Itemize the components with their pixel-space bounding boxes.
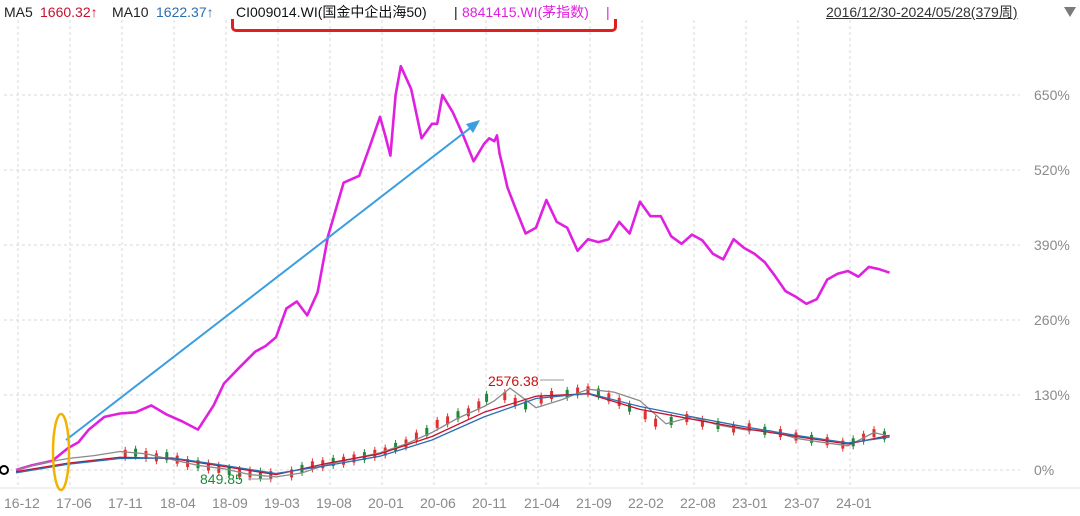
chart-header: MA5 1660.32↑ MA10 1622.37↑ CI009014.WI(国… xyxy=(0,0,1080,26)
y-tick-label: 130% xyxy=(1034,387,1070,403)
x-tick-label: 24-01 xyxy=(836,495,872,511)
candle-body xyxy=(310,461,314,470)
x-tick-label: 17-06 xyxy=(56,495,92,511)
series-line-ci009014-wi-50- xyxy=(15,387,890,478)
x-tick-label: 18-09 xyxy=(212,495,248,511)
legend-highlight-box xyxy=(231,19,617,32)
candle-body xyxy=(154,453,158,462)
candle-body xyxy=(700,418,704,427)
x-tick-label: 18-04 xyxy=(160,495,196,511)
candle-body xyxy=(196,460,200,469)
origin-marker xyxy=(0,465,9,475)
series-line-8841415-wi- xyxy=(15,64,891,472)
candle-body xyxy=(435,419,439,428)
candle-body xyxy=(227,467,231,476)
y-tick-label: 390% xyxy=(1034,237,1070,253)
candle-body xyxy=(425,427,429,436)
ma5-value: 1660.32↑ xyxy=(40,4,98,20)
y-tick-label: 0% xyxy=(1034,462,1054,478)
candle-body xyxy=(290,469,294,478)
y-tick-label: 260% xyxy=(1034,312,1070,328)
x-tick-label: 20-01 xyxy=(368,495,404,511)
candle-body xyxy=(628,403,632,412)
legend-separator: | xyxy=(454,4,458,20)
candle-body xyxy=(485,393,489,402)
candle-body xyxy=(503,392,507,401)
candle-body xyxy=(617,397,621,406)
candle-body xyxy=(456,411,460,420)
candle-body xyxy=(414,432,418,441)
candle-body xyxy=(466,408,470,417)
ma10-label: MA10 xyxy=(112,4,149,20)
x-tick-label: 20-11 xyxy=(472,495,507,511)
x-tick-label: 21-09 xyxy=(576,495,612,511)
candle-body xyxy=(248,469,252,478)
legend-separator: | xyxy=(606,4,610,20)
max-value-label: 2576.38 xyxy=(488,373,539,389)
candle-body xyxy=(513,397,517,406)
candle-body xyxy=(669,416,673,425)
x-tick-label: 20-06 xyxy=(420,495,456,511)
ma5-label: MA5 xyxy=(4,4,33,20)
x-tick-label: 22-02 xyxy=(628,495,664,511)
trend-arrow-head xyxy=(466,120,480,133)
candle-body xyxy=(643,411,647,420)
candle-body xyxy=(524,401,528,410)
series-line-ma10 xyxy=(15,392,890,475)
x-tick-label: 19-08 xyxy=(316,495,352,511)
x-tick-label: 19-03 xyxy=(264,495,300,511)
candle-body xyxy=(217,464,221,473)
candle-body xyxy=(123,449,127,458)
y-tick-label: 650% xyxy=(1034,87,1070,103)
x-tick-label: 23-01 xyxy=(732,495,768,511)
highlight-ellipse xyxy=(51,412,71,492)
candle-body xyxy=(732,424,736,433)
trend-arrow xyxy=(65,121,479,441)
candle-body xyxy=(144,451,148,459)
candle-body xyxy=(586,386,590,395)
candle-body xyxy=(269,471,273,480)
candle-body xyxy=(565,389,569,398)
min-value-label: 849.85 xyxy=(200,471,243,487)
candle-body xyxy=(165,452,169,461)
date-range[interactable]: 2016/12/30-2024/05/28(379周) xyxy=(826,4,1018,20)
candle-body xyxy=(576,387,580,396)
candle-body xyxy=(258,470,262,479)
series1-legend[interactable]: CI009014.WI(国金中企出海50) xyxy=(236,4,427,20)
candle-body xyxy=(596,388,600,397)
candle-body xyxy=(446,416,450,425)
x-tick-label: 21-04 xyxy=(524,495,560,511)
x-tick-label: 23-07 xyxy=(784,495,820,511)
candle-body xyxy=(539,395,543,404)
candle-body xyxy=(654,418,658,427)
x-tick-label: 16-12 xyxy=(4,495,40,511)
series2-legend[interactable]: 8841415.WI(茅指数) xyxy=(462,4,589,20)
x-tick-label: 17-11 xyxy=(108,495,143,511)
ma10-value: 1622.37↑ xyxy=(156,4,214,20)
candle-body xyxy=(607,393,611,402)
x-tick-label: 22-08 xyxy=(680,495,716,511)
dropdown-arrow-icon[interactable] xyxy=(1064,7,1076,17)
candle-body xyxy=(477,401,481,410)
y-tick-label: 520% xyxy=(1034,162,1070,178)
